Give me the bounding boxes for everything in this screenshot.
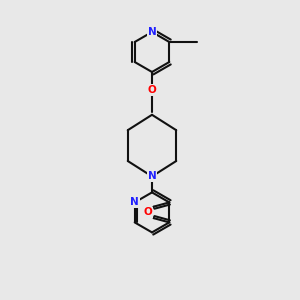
Text: O: O bbox=[144, 207, 153, 218]
Text: N: N bbox=[130, 197, 139, 207]
Text: N: N bbox=[148, 171, 156, 182]
Text: N: N bbox=[148, 27, 156, 37]
Text: O: O bbox=[148, 85, 156, 95]
